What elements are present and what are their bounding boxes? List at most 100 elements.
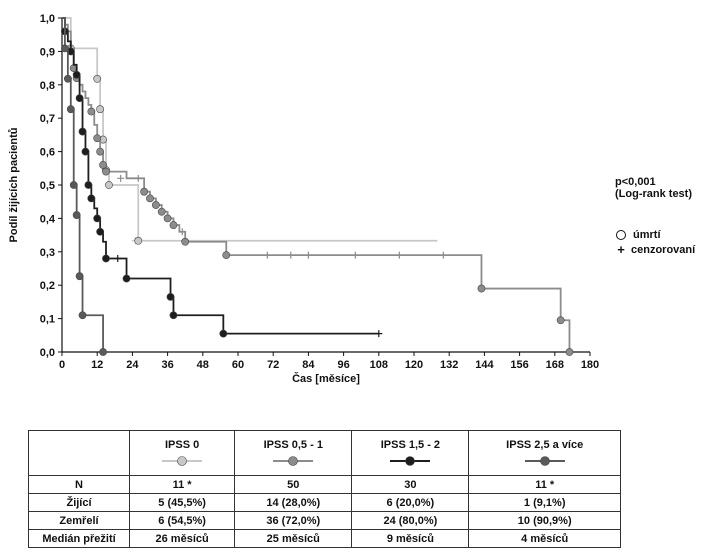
death-point xyxy=(87,194,96,203)
death-point xyxy=(72,211,81,219)
censored-mark xyxy=(304,251,312,259)
death-point xyxy=(72,70,81,79)
row-label: N xyxy=(28,475,130,494)
censored-mark xyxy=(117,174,125,182)
death-point xyxy=(69,181,78,189)
group-line-icon xyxy=(390,456,431,466)
group-line-icon xyxy=(273,456,314,466)
y-tick-label: 0,7 xyxy=(40,113,55,125)
table-cell: 11 * xyxy=(468,475,621,494)
log-rank-annotation: p<0,001 (Log-rank test) xyxy=(615,176,692,200)
death-point xyxy=(84,181,93,189)
x-tick-label: 36 xyxy=(161,359,173,371)
death-point xyxy=(219,329,228,338)
x-axis-title: Čas [měsíce] xyxy=(292,372,360,385)
death-point xyxy=(93,134,102,143)
table-cell: 1 (9,1%) xyxy=(468,493,621,512)
survival-line xyxy=(62,17,438,242)
survival-table: IPSS 0 IPSS 0,5 - 1 IPSS 1,5 - 2 IPSS 2,… xyxy=(28,430,621,548)
x-tick-label: 60 xyxy=(232,359,244,371)
death-point xyxy=(140,187,149,196)
table-cell: 11 * xyxy=(128,475,236,494)
censored-mark xyxy=(375,330,383,338)
series-0 xyxy=(62,17,438,245)
plus-icon: + xyxy=(617,242,625,257)
death-point xyxy=(96,147,105,156)
death-point xyxy=(81,147,90,156)
y-tick-label: 0,6 xyxy=(40,147,55,159)
x-tick-label: 48 xyxy=(197,359,209,371)
table-cell: 9 měsíců xyxy=(351,529,470,548)
death-point xyxy=(78,127,87,136)
table-header-group-3: IPSS 2,5 a více xyxy=(468,430,621,476)
table-header-row: IPSS 0 IPSS 0,5 - 1 IPSS 1,5 - 2 IPSS 2,… xyxy=(28,430,621,476)
censored-mark xyxy=(439,251,447,259)
censored-mark xyxy=(263,251,271,259)
table-cell: 25 měsíců xyxy=(234,529,353,548)
x-tick-label: 24 xyxy=(126,359,139,371)
death-point xyxy=(222,251,231,260)
y-axis-title: Podíl žijících pacientů xyxy=(8,128,20,243)
marker-legend: úmrtí + cenzorovaní xyxy=(615,229,695,256)
death-point xyxy=(63,74,72,83)
table-row-dead: Zemřelí 6 (54,5%) 36 (72,0%) 24 (80,0%) … xyxy=(28,511,621,530)
death-point xyxy=(565,348,574,356)
table-cell: 26 měsíců xyxy=(128,529,236,548)
legend-censored: + cenzorovaní xyxy=(615,242,696,257)
group-line-icon xyxy=(524,456,565,466)
x-tick-label: 144 xyxy=(475,359,494,371)
death-point xyxy=(75,272,84,281)
x-tick-label: 180 xyxy=(581,359,599,371)
censored-mark xyxy=(351,251,359,259)
death-point xyxy=(102,254,110,263)
death-point xyxy=(96,227,105,236)
y-tick-label: 0,8 xyxy=(40,80,55,92)
survival-chart: 0,0 0,1 0,2 0,3 0,4 0,5 0,6 0,7 0,8 0,9 1,0 0 12 24 36… xyxy=(8,13,599,385)
y-tick-label: 0,0 xyxy=(40,347,55,359)
table-cell: 10 (90,9%) xyxy=(468,511,621,530)
legend-censored-label: cenzorovaní xyxy=(631,244,696,256)
x-tick-label: 120 xyxy=(405,359,423,371)
log-rank-text: (Log-rank test) xyxy=(615,188,692,200)
table-cell: 4 měsíců xyxy=(468,529,621,548)
table-cell: 36 (72,0%) xyxy=(234,511,353,530)
death-point xyxy=(105,181,113,189)
censored-mark xyxy=(287,251,295,259)
series-2 xyxy=(61,17,383,338)
death-point xyxy=(75,94,84,103)
death-point xyxy=(122,274,131,283)
death-point xyxy=(556,316,565,325)
x-tick-label: 84 xyxy=(302,359,315,371)
death-point xyxy=(151,201,160,209)
censored-mark xyxy=(134,174,142,182)
x-tick-label: 96 xyxy=(337,359,349,371)
death-point xyxy=(169,311,178,320)
death-point xyxy=(181,237,190,246)
legend-death: úmrtí xyxy=(615,229,695,241)
death-point xyxy=(99,348,107,356)
group-name: IPSS 0,5 - 1 xyxy=(263,438,323,451)
x-tick-label: 0 xyxy=(59,359,65,371)
y-tick-label: 0,2 xyxy=(40,280,55,292)
death-point xyxy=(96,105,105,114)
x-tick-label: 108 xyxy=(370,359,388,371)
row-label: Medián přežití xyxy=(28,529,130,548)
group-line-icon xyxy=(162,456,203,466)
censored-mark xyxy=(114,254,122,262)
y-tick-label: 0,5 xyxy=(40,180,55,192)
y-tick-label: 1,0 xyxy=(40,13,55,25)
death-point xyxy=(157,207,166,216)
p-value-text: p<0,001 xyxy=(615,176,656,188)
table-cell: 30 xyxy=(351,475,470,494)
row-label: Zemřelí xyxy=(28,511,130,530)
death-point xyxy=(166,292,175,301)
censored-mark xyxy=(395,251,403,259)
death-point xyxy=(163,214,172,223)
legend-death-label: úmrtí xyxy=(633,229,661,241)
death-point xyxy=(146,194,154,203)
table-cell: 24 (80,0%) xyxy=(351,511,470,530)
table-header-group-2: IPSS 1,5 - 2 xyxy=(351,430,470,476)
death-point xyxy=(134,236,143,245)
table-cell: 6 (20,0%) xyxy=(351,493,470,512)
group-name: IPSS 0 xyxy=(164,438,200,451)
